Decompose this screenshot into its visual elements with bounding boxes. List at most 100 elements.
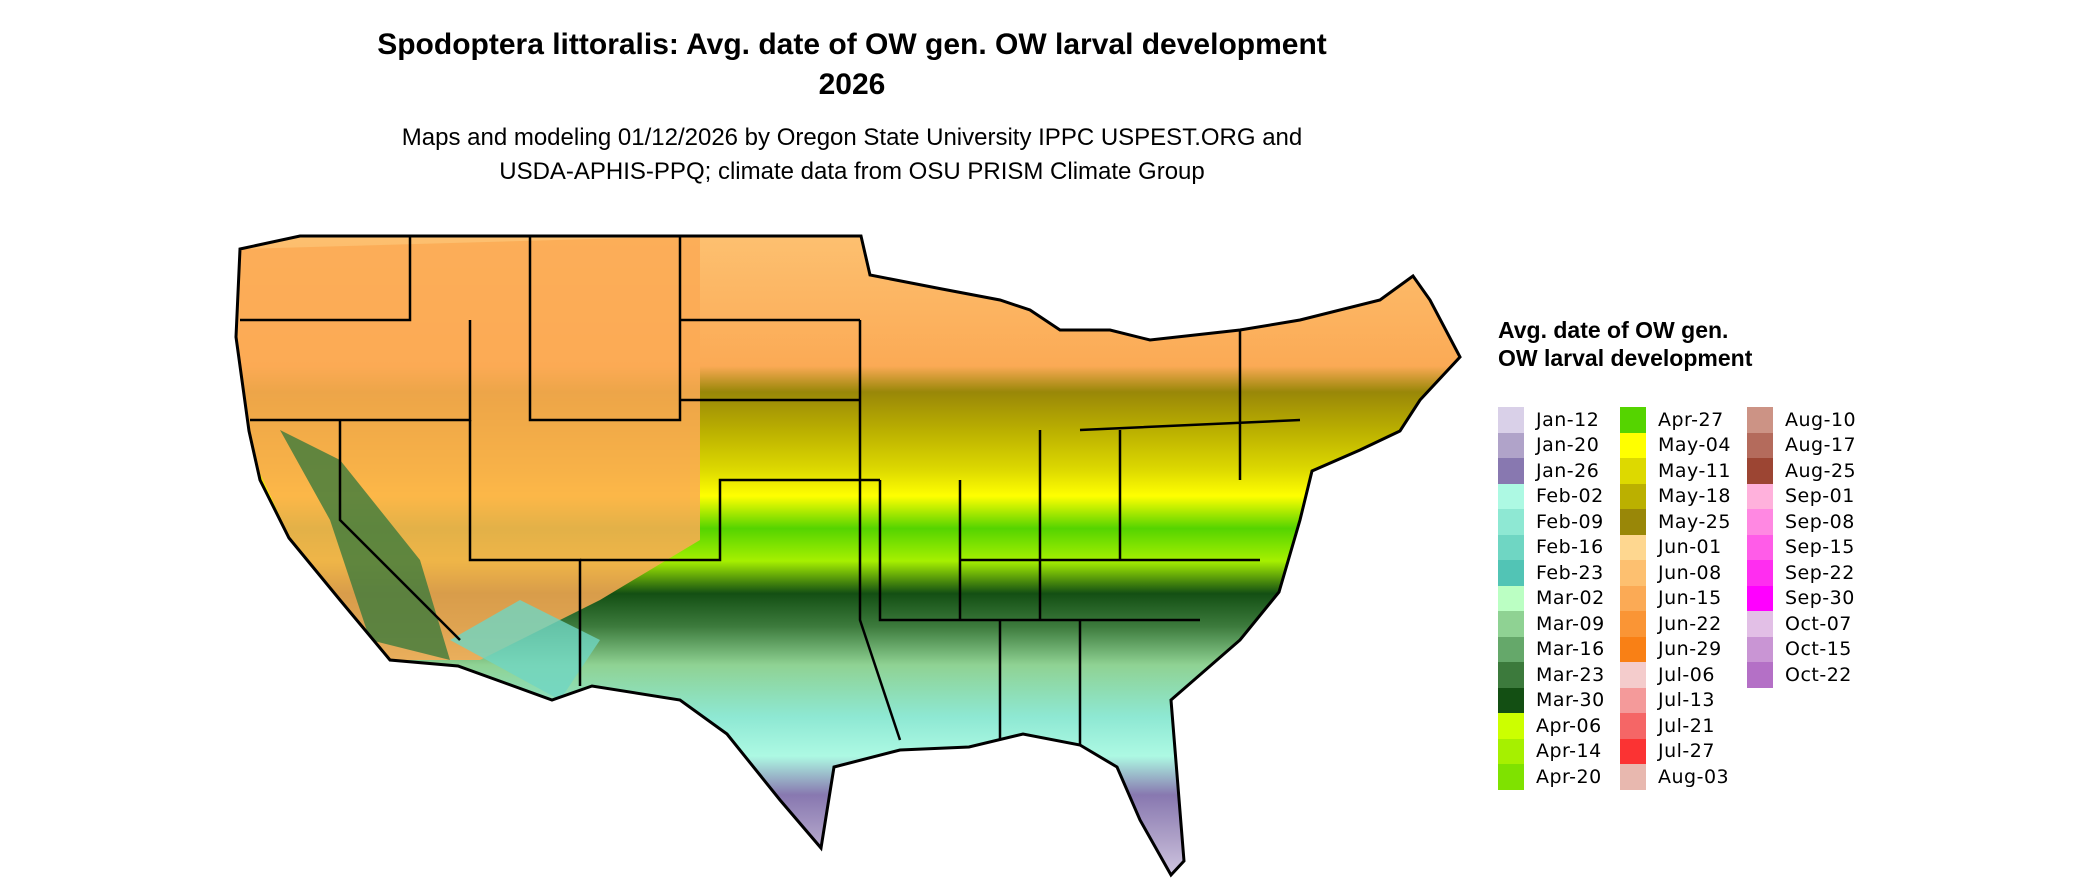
legend-label: Jun-22 (1658, 612, 1722, 635)
legend-label: Sep-01 (1785, 485, 1855, 508)
legend-label: Apr-06 (1536, 714, 1602, 737)
map-subtitle-line1: Maps and modeling 01/12/2026 by Oregon S… (401, 124, 1303, 151)
legend-swatch (1498, 483, 1524, 509)
legend-item: Oct-15 (1747, 636, 1856, 662)
legend-label: Jan-12 (1536, 408, 1600, 431)
legend-label: Jun-01 (1658, 536, 1722, 559)
legend-label: May-11 (1658, 459, 1731, 482)
legend-item: Feb-02 (1498, 483, 1605, 509)
legend-label: Jul-27 (1658, 740, 1715, 763)
legend-swatch (1620, 509, 1646, 535)
legend-swatch (1620, 534, 1646, 560)
legend-label: May-18 (1658, 485, 1731, 508)
legend-swatch (1747, 611, 1773, 637)
legend-item: Jan-20 (1498, 432, 1605, 458)
legend-label: May-04 (1658, 434, 1731, 457)
legend-item: May-04 (1620, 432, 1731, 458)
legend-label: Aug-25 (1785, 459, 1857, 482)
legend-swatch (1747, 407, 1773, 433)
legend-swatch (1620, 636, 1646, 662)
legend-swatch (1620, 738, 1646, 764)
legend-swatch (1498, 764, 1524, 790)
legend-swatch (1620, 585, 1646, 611)
legend-item: Apr-20 (1498, 764, 1605, 790)
legend-label: Jan-20 (1536, 434, 1600, 457)
legend-item: Jul-27 (1620, 738, 1731, 764)
legend-label: Jul-13 (1658, 689, 1715, 712)
legend-item: Jun-08 (1620, 560, 1731, 586)
legend-swatch (1747, 662, 1773, 688)
legend-item: Apr-27 (1620, 407, 1731, 433)
legend-item: Jun-15 (1620, 585, 1731, 611)
legend-label: Apr-14 (1536, 740, 1602, 763)
legend-swatch (1747, 585, 1773, 611)
legend-label: Jul-21 (1658, 714, 1715, 737)
legend-item: Jul-13 (1620, 687, 1731, 713)
legend-title: Avg. date of OW gen. OW larval developme… (1498, 317, 1753, 371)
legend-item: Jun-22 (1620, 611, 1731, 637)
legend-item: Jun-29 (1620, 636, 1731, 662)
legend-column-2: Apr-27 May-04 May-11 May-18 May-25 Jun-01 Jun-… (1620, 407, 1731, 790)
legend-item: Mar-16 (1498, 636, 1605, 662)
legend-label: Mar-30 (1536, 689, 1605, 712)
legend-label: Jun-08 (1658, 561, 1722, 584)
state-boundaries (240, 236, 1301, 745)
legend-label: Mar-16 (1536, 638, 1605, 661)
legend-label: Jun-29 (1658, 638, 1722, 661)
legend-swatch (1747, 432, 1773, 458)
legend-label: Aug-10 (1785, 408, 1857, 431)
legend-item: Aug-03 (1620, 764, 1731, 790)
map-title: Spodoptera littoralis: Avg. date of OW g… (377, 28, 1327, 61)
legend-item: Oct-07 (1747, 611, 1856, 637)
legend-item: Jan-12 (1498, 407, 1605, 433)
legend-swatch (1498, 662, 1524, 688)
legend-swatch (1498, 432, 1524, 458)
legend-item: Mar-09 (1498, 611, 1605, 637)
legend-swatch (1498, 585, 1524, 611)
legend-swatch (1498, 738, 1524, 764)
map-subtitle-line2: USDA-APHIS-PPQ; climate data from OSU PR… (499, 158, 1205, 185)
map-title-year: 2026 (818, 68, 886, 101)
legend-label: Apr-27 (1658, 408, 1724, 431)
legend-item: Sep-30 (1747, 585, 1856, 611)
legend-item: Jun-01 (1620, 534, 1731, 560)
legend-item: Sep-22 (1747, 560, 1856, 586)
legend-label: Oct-15 (1785, 638, 1852, 661)
legend-label: Jun-15 (1658, 587, 1722, 610)
legend-item: Sep-15 (1747, 534, 1856, 560)
legend-swatch (1620, 432, 1646, 458)
legend-item: May-25 (1620, 509, 1731, 535)
legend-label: May-25 (1658, 510, 1731, 533)
legend-label: Mar-23 (1536, 663, 1605, 686)
legend-label: Feb-16 (1536, 536, 1604, 559)
legend-swatch (1747, 560, 1773, 586)
legend-label: Sep-30 (1785, 587, 1855, 610)
legend-swatch (1747, 534, 1773, 560)
legend-item: Jul-06 (1620, 662, 1731, 688)
legend-label: Jan-26 (1536, 459, 1600, 482)
legend-item: Mar-02 (1498, 585, 1605, 611)
legend-column-3: Aug-10 Aug-17 Aug-25 Sep-01 Sep-08 Sep-15 Sep-… (1747, 407, 1856, 688)
legend-swatch (1498, 458, 1524, 484)
legend-label: Mar-02 (1536, 587, 1605, 610)
legend-label: Feb-23 (1536, 561, 1604, 584)
legend-swatch (1498, 560, 1524, 586)
legend-label: Aug-03 (1658, 765, 1730, 788)
legend-item: Sep-08 (1747, 509, 1856, 535)
legend-label: Feb-09 (1536, 510, 1604, 533)
legend-item: Apr-06 (1498, 713, 1605, 739)
legend-swatch (1620, 407, 1646, 433)
legend-swatch (1620, 560, 1646, 586)
legend-item: Aug-10 (1747, 407, 1856, 433)
legend-label: Oct-22 (1785, 663, 1852, 686)
legend-swatch (1747, 636, 1773, 662)
legend-swatch (1498, 534, 1524, 560)
legend-label: Feb-02 (1536, 485, 1604, 508)
legend-item: Aug-25 (1747, 458, 1856, 484)
legend-item: Feb-23 (1498, 560, 1605, 586)
legend-label: Oct-07 (1785, 612, 1852, 635)
legend-item: Feb-16 (1498, 534, 1605, 560)
legend-swatch (1747, 483, 1773, 509)
